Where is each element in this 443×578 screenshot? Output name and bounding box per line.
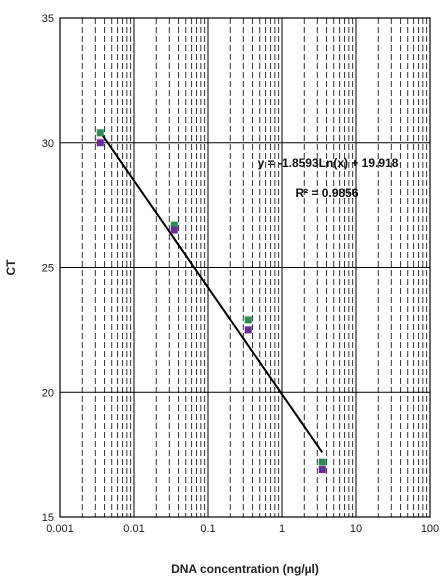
trendline [99,131,324,453]
data-point-series-2 [318,466,326,474]
data-point-series-1 [170,221,178,229]
tick-label-layer: 0.001 0.01 0.1 1 10 100 15 20 25 30 35 [42,13,439,535]
x-tick-label: 0.01 [123,523,144,535]
data-point-series-2 [170,226,178,234]
data-point-series-1 [244,316,252,324]
y-tick-label: 20 [42,387,54,399]
y-tick-label: 30 [42,138,54,150]
x-tick-label: 0.001 [46,523,74,535]
x-axis-title: DNA concentration (ng/µl) [171,562,319,576]
data-points-layer [96,129,326,474]
y-tick-label: 25 [42,263,54,275]
plot-area-frame [59,17,431,518]
x-tick-label: 10 [350,523,362,535]
data-point-series-2 [244,326,252,334]
y-tick-label: 35 [42,13,54,25]
r-squared-label: R² = 0.9856 [295,186,358,200]
trendline-equation: y = -1.8593Ln(x) + 19.918 [258,156,399,170]
data-point-series-1 [96,129,104,137]
x-tick-label: 0.1 [200,523,215,535]
trendline-layer [99,131,324,453]
y-tick-label: 15 [42,512,54,524]
grid-layer [59,17,431,518]
x-tick-label: 1 [279,523,285,535]
x-tick-label: 100 [421,523,439,535]
data-point-series-1 [318,458,326,466]
y-axis-title: CT [4,259,18,276]
data-point-series-2 [96,139,104,147]
